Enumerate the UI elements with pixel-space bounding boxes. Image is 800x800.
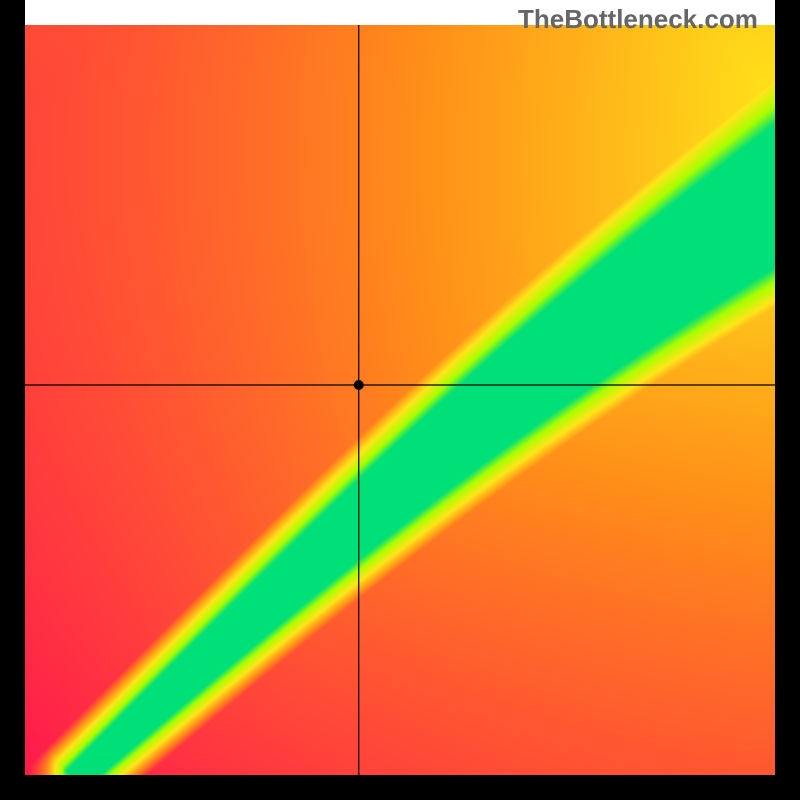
frame-bottom (0, 775, 800, 800)
overlay-layer (0, 0, 800, 800)
frame-right (775, 0, 800, 800)
crosshair-point (354, 380, 364, 390)
watermark-label: TheBottleneck.com (518, 4, 758, 35)
chart-container: TheBottleneck.com (0, 0, 800, 800)
frame-left (0, 0, 25, 800)
